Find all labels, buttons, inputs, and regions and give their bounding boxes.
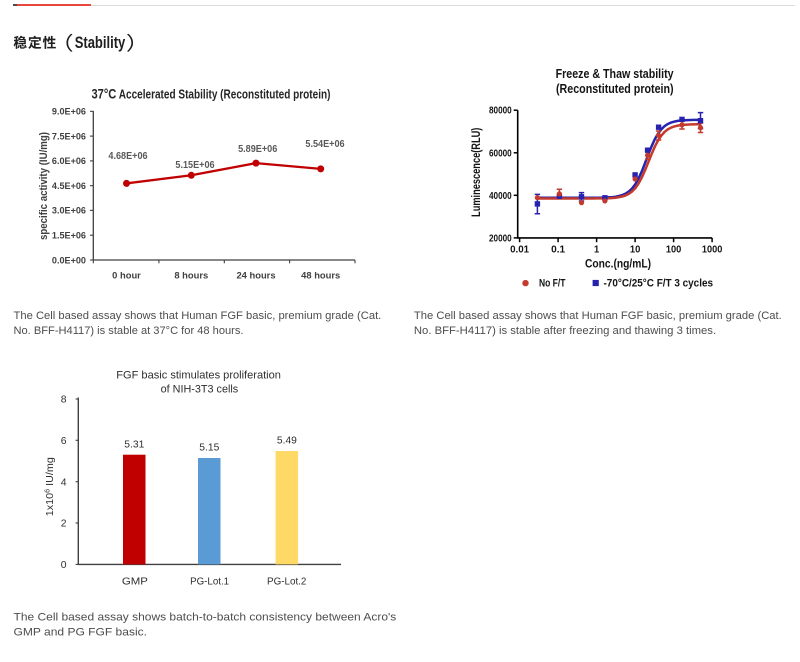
svg-text:5.54E+06: 5.54E+06	[305, 139, 344, 150]
svg-text:7.5E+06: 7.5E+06	[52, 130, 86, 141]
svg-text:1x106 IU/mg: 1x106 IU/mg	[44, 457, 56, 516]
svg-text:0.0E+00: 0.0E+00	[52, 254, 86, 265]
svg-text:-70°C/25°C F/T 3 cycles: -70°C/25°C F/T 3 cycles	[604, 277, 714, 289]
svg-text:0: 0	[61, 560, 67, 571]
svg-text:GMP: GMP	[122, 576, 148, 587]
svg-text:0.1: 0.1	[551, 244, 565, 255]
svg-text:Stability: Stability	[75, 34, 126, 52]
svg-text:5.89E+06: 5.89E+06	[238, 144, 277, 155]
svg-text:8 hours: 8 hours	[174, 269, 208, 280]
svg-text:9.0E+06: 9.0E+06	[52, 106, 86, 117]
svg-text:1: 1	[594, 244, 600, 255]
svg-text:4.5E+06: 4.5E+06	[52, 180, 86, 191]
svg-text:No F/T: No F/T	[539, 277, 565, 289]
svg-text:Conc.(ng/mL): Conc.(ng/mL)	[585, 259, 651, 271]
svg-text:4.68E+06: 4.68E+06	[108, 151, 147, 162]
svg-text:0.01: 0.01	[510, 244, 529, 255]
svg-text:40000: 40000	[489, 191, 512, 202]
svg-text:6.0E+06: 6.0E+06	[52, 155, 86, 166]
svg-text:8: 8	[61, 395, 67, 406]
svg-text:of NIH-3T3 cells: of NIH-3T3 cells	[161, 384, 239, 396]
svg-text:5.49: 5.49	[277, 435, 297, 447]
svg-text:Freeze & Thaw stability: Freeze & Thaw stability	[556, 67, 674, 81]
svg-text:2: 2	[61, 519, 67, 530]
svg-text:60000: 60000	[489, 148, 512, 159]
svg-text:(Reconstituted protein): (Reconstituted protein)	[556, 82, 674, 96]
svg-text:The Cell based assay shows tha: The Cell based assay shows that Human FG…	[414, 310, 782, 322]
svg-text:5.15: 5.15	[199, 442, 219, 454]
svg-text:The Cell based assay shows bat: The Cell based assay shows batch-to-batc…	[14, 612, 397, 624]
svg-text:5.31: 5.31	[124, 438, 144, 450]
svg-text:specific activity (IU/mg): specific activity (IU/mg)	[38, 132, 50, 240]
svg-text:1.5E+06: 1.5E+06	[52, 230, 86, 241]
svg-text:80000: 80000	[489, 106, 512, 117]
svg-text:1000: 1000	[702, 244, 723, 255]
svg-text:PG-Lot.1: PG-Lot.1	[190, 576, 229, 587]
svg-text:20000: 20000	[489, 233, 512, 244]
svg-text:Luminescence(RLU): Luminescence(RLU)	[469, 128, 483, 217]
svg-text:4: 4	[61, 477, 67, 488]
svg-text:5.15E+06: 5.15E+06	[175, 160, 214, 171]
svg-text:FGF basic stimulates prolifer: FGF basic stimulates proliferation	[116, 370, 281, 382]
svg-text:0 hour: 0 hour	[112, 269, 141, 280]
svg-text:3.0E+06: 3.0E+06	[52, 205, 86, 216]
svg-text:The Cell based assay shows tha: The Cell based assay shows that Human FG…	[14, 310, 382, 322]
svg-text:48 hours: 48 hours	[301, 269, 340, 280]
svg-text:No. BFF-H4117) is stable after: No. BFF-H4117) is stable after freezing …	[414, 325, 716, 337]
svg-text:24 hours: 24 hours	[236, 269, 275, 280]
svg-text:10: 10	[630, 244, 641, 255]
svg-text:GMP and PG FGF basic.: GMP and PG FGF basic.	[14, 627, 148, 639]
svg-text:No. BFF-H4117) is stable at 37: No. BFF-H4117) is stable at 37°C for 48 …	[14, 325, 244, 337]
svg-text:6: 6	[61, 436, 67, 447]
svg-text:100: 100	[666, 244, 682, 255]
svg-text:37°C Accelerated Stability (R: 37°C Accelerated Stability (Reconstitute…	[92, 87, 331, 103]
svg-text:PG-Lot.2: PG-Lot.2	[267, 576, 307, 587]
